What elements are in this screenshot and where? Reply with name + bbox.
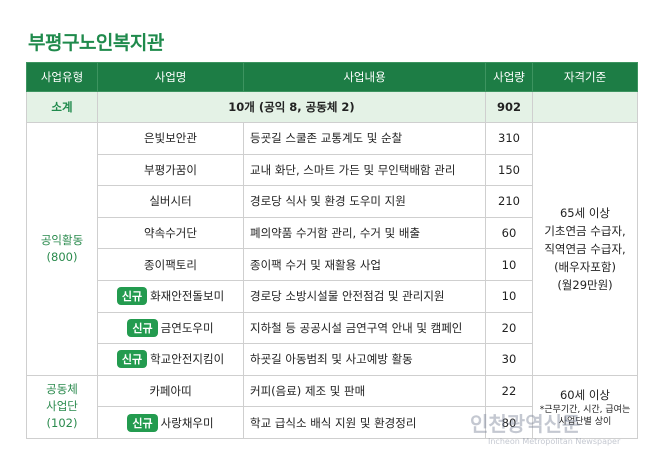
content-cell: 경로당 식사 및 환경 도우미 지원	[243, 185, 486, 218]
title: 부평구노인복지관	[28, 32, 164, 54]
qualification-line: (배우자포함)	[554, 259, 616, 274]
amount-cell: 20	[485, 311, 533, 345]
content-cell: 등굣길 스쿨존 교통계도 및 순찰	[243, 122, 486, 155]
amount-cell: 22	[485, 374, 533, 408]
program-row: 신규 화재안전돌보미 경로당 소방시설물 안전점검 및 관리지원 10	[27, 279, 638, 313]
amount-cell: 150	[485, 153, 533, 187]
content-cell: 폐의약품 수거함 관리, 수거 및 배출	[243, 216, 486, 250]
qualification-cell: 60세 이상 *근무기간, 시간, 급여는 사업단별 상이	[532, 374, 638, 439]
amount-cell: 10	[485, 248, 533, 281]
program-name: 부평가꿈이	[144, 162, 197, 177]
name-cell: 은빛보안관	[97, 122, 244, 155]
program-name: 학교안전지킴이	[150, 352, 225, 367]
content-cell: 경로당 소방시설물 안전점검 및 관리지원	[243, 279, 486, 313]
amount-cell: 310	[485, 122, 533, 155]
header-cell: 사업유형	[26, 62, 98, 92]
new-badge: 신규	[116, 350, 148, 369]
name-cell: 신규 학교안전지킴이	[97, 343, 244, 376]
subtotal-row: 소계 10개 (공익 8, 공동체 2) 902	[26, 91, 638, 123]
name-cell: 신규 금연도우미	[97, 311, 244, 345]
content-cell: 학교 급식소 배식 지원 및 환경정리	[243, 406, 486, 439]
program-name: 약속수거단	[144, 226, 197, 241]
program-row: 신규 학교안전지킴이 하굣길 아동범죄 및 사고예방 활동 30	[27, 343, 638, 376]
program-name: 카페아띠	[149, 384, 192, 399]
amount-cell: 210	[485, 185, 533, 218]
header-row: 사업유형 사업명 사업내용 사업량 자격기준	[26, 62, 638, 92]
program-row: 부평가꿈이 교내 화단, 스마트 가든 및 무인택배함 관리 150	[27, 153, 638, 187]
program-row: 신규 사랑채우미 학교 급식소 배식 지원 및 환경정리 80	[27, 406, 638, 439]
program-row: 공익활동 (800) 은빛보안관 등굣길 스쿨존 교통계도 및 순찰 310 65세 이상…	[26, 122, 638, 376]
amount-cell: 80	[485, 406, 533, 439]
qualification-line: 사업단별 상이	[558, 416, 612, 427]
amount-cell: 60	[485, 216, 533, 250]
name-cell: 종이팩토리	[97, 248, 244, 281]
new-badge: 신규	[116, 287, 148, 306]
name-cell: 신규 사랑채우미	[97, 406, 244, 439]
header-cell: 사업명	[97, 62, 244, 92]
amount-cell: 30	[485, 343, 533, 376]
watermark-name: 인천광역신문	[470, 412, 581, 436]
new-badge: 신규	[127, 318, 158, 337]
table-body: 소계 10개 (공익 8, 공동체 2) 902 공익활동 (800) 은빛보안관 등굣길 …	[26, 91, 638, 439]
program-table: 사업유형 사업명 사업내용 사업량 자격기준 소계 10개 (공익 8, 공동체 2) 90…	[26, 62, 638, 439]
program-row: 종이팩토리 종이팩 수거 및 재활용 사업 10	[27, 248, 638, 281]
qualification-line: 65세 이상	[559, 205, 611, 220]
program-name: 은빛보안관	[144, 131, 197, 146]
subtotal-amount: 902	[485, 91, 533, 123]
type-line: 사업단	[46, 399, 78, 414]
program-name: 실버시터	[149, 194, 192, 209]
program-name: 화재안전돌보미	[150, 289, 225, 304]
header-cell: 자격기준	[532, 62, 638, 92]
qualification-line: *근무기간, 시간, 급여는	[539, 404, 631, 415]
content-cell: 하굣길 아동범죄 및 사고예방 활동	[243, 343, 486, 376]
new-badge: 신규	[127, 413, 158, 432]
program-name: 금연도우미	[160, 320, 214, 335]
watermark-english: Incheon Metropolitan Newspaper	[488, 437, 621, 446]
subtotal-empty	[532, 91, 638, 123]
subtotal-summary: 10개 (공익 8, 공동체 2)	[97, 91, 486, 123]
qualification-line: (월29만원)	[557, 277, 613, 292]
qualification-line: 60세 이상	[559, 387, 611, 402]
type-line: (800)	[46, 249, 78, 264]
content-cell: 종이팩 수거 및 재활용 사업	[243, 248, 486, 281]
name-cell: 부평가꿈이	[97, 153, 244, 187]
watermark: 인천광역신문 Incheon Metropolitan Newspaper	[470, 408, 620, 446]
program-name: 사랑채우미	[160, 415, 214, 430]
amount-cell: 10	[485, 279, 533, 313]
header-cell: 사업내용	[243, 62, 486, 92]
name-cell: 약속수거단	[97, 216, 244, 250]
program-row: 약속수거단 폐의약품 수거함 관리, 수거 및 배출 60	[27, 216, 638, 250]
content-cell: 지하철 등 공공시설 금연구역 안내 및 캠페인	[243, 311, 486, 345]
name-cell: 카페아띠	[97, 374, 244, 408]
type-line: 공동체	[46, 382, 78, 397]
qualification-line: 직역연금 수급자,	[544, 241, 626, 256]
qualification-line: 기초연금 수급자,	[544, 223, 626, 238]
type-line: 공익활동	[40, 232, 84, 247]
subtotal-label: 소계	[26, 91, 98, 123]
name-cell: 실버시터	[97, 185, 244, 218]
type-line: (102)	[46, 416, 78, 431]
program-name: 종이팩토리	[144, 257, 197, 272]
content-cell: 교내 화단, 스마트 가든 및 무인택배함 관리	[243, 153, 486, 187]
name-cell: 신규 화재안전돌보미	[97, 279, 244, 313]
program-row: 실버시터 경로당 식사 및 환경 도우미 지원 210	[27, 185, 638, 218]
type-cell: 공익활동 (800)	[26, 122, 98, 376]
program-row: 신규 금연도우미 지하철 등 공공시설 금연구역 안내 및 캠페인 20	[27, 311, 638, 345]
header-cell: 사업량	[485, 62, 533, 92]
content-cell: 커피(음료) 제조 및 판매	[243, 374, 486, 408]
